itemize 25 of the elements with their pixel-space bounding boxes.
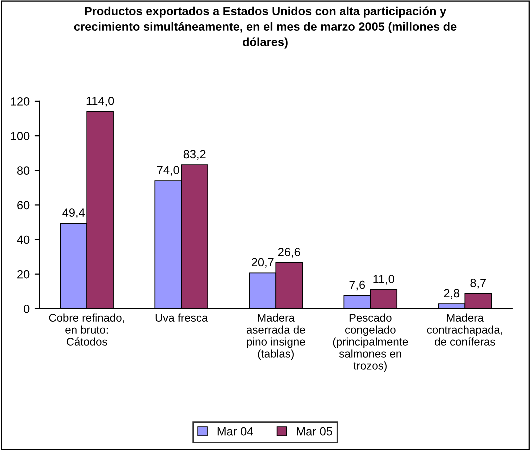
data-label: 114,0 bbox=[86, 96, 114, 107]
data-label: 7,6 bbox=[350, 280, 366, 291]
y-tick-label: 0 bbox=[24, 304, 30, 314]
data-label: 26,6 bbox=[278, 248, 300, 258]
x-tick-label: Madera contrachapada, de coníferas bbox=[427, 314, 502, 346]
legend-label: Mar 05 bbox=[297, 427, 332, 436]
chart-title: Productos exportados a Estados Unidos con alta participación y crecimiento simultáneamente, en el mes de marzo 2005 (millones de dólares) bbox=[74, 6, 457, 49]
data-label: 11,0 bbox=[374, 275, 394, 285]
y-tick-label: 120 bbox=[11, 98, 30, 106]
x-tick-label: Uva fresca bbox=[156, 314, 208, 322]
data-label: 20,7 bbox=[252, 258, 274, 268]
x-tick-label: Pescado congelado (principalmente salmones en trozos) bbox=[333, 314, 408, 372]
y-tick-label: 100 bbox=[11, 132, 30, 140]
y-tick-label: 20 bbox=[18, 270, 30, 279]
data-label: 8,7 bbox=[470, 279, 486, 289]
y-tick-label: 40 bbox=[17, 236, 30, 244]
data-label: 83,2 bbox=[184, 150, 206, 160]
x-tick-label: Cobre refinado, en bruto: Cátodos bbox=[49, 314, 124, 346]
y-tick-label: 60 bbox=[18, 201, 30, 210]
data-label: 2,8 bbox=[444, 289, 460, 299]
data-label: 74,0 bbox=[157, 166, 180, 176]
data-label: 49,4 bbox=[62, 208, 85, 218]
legend-label: Mar 04 bbox=[218, 427, 254, 436]
y-tick-label: 80 bbox=[17, 166, 30, 176]
x-tick-label: Madera aserrada de pino insigne (tablas) bbox=[246, 314, 306, 360]
